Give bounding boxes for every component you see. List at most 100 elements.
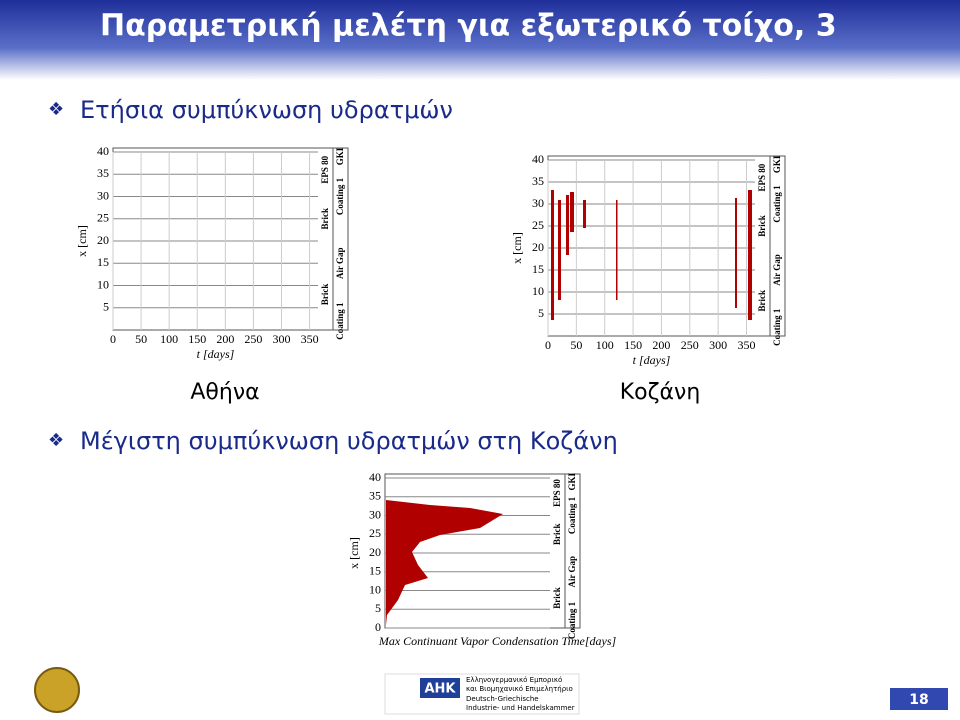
x-tick-label: 150 [188,332,206,346]
condensation-band [616,200,618,300]
y-tick-label: 5 [538,306,544,320]
y-tick-label: 35 [532,174,544,188]
layer-label: Coating 1 [772,308,782,346]
y-tick-label: 20 [532,240,544,254]
layer-label: EPS 80 [552,479,562,507]
y-tick-label: 5 [375,601,381,615]
x-tick-label: 300 [709,338,727,352]
layer-label: Coating 1 [772,185,782,223]
layer-label: Brick [552,587,562,609]
y-tick-label: 25 [532,218,544,232]
y-tick-label: 25 [97,211,109,225]
y-tick-label: 25 [369,526,381,540]
plot-frame [112,147,349,331]
y-tick-label: 40 [97,144,109,158]
x-tick-label: 0 [545,338,551,352]
layer-label: Air Gap [772,254,782,286]
layer-label: Coating 1 [335,302,345,340]
y-tick-label: 40 [532,152,544,166]
x-axis-label: t [days] [197,347,235,361]
x-axis-label: Max Continuant Vapor Condensation Time[d… [378,634,617,648]
x-tick-label: 200 [216,332,234,346]
y-tick-label: 15 [369,564,381,578]
page-number: 18 [909,692,928,708]
ahk-text: Ελληνογερμανικό Εμπορικό [466,676,562,684]
layer-label: Brick [320,208,330,230]
layer-label: GKI [567,473,577,491]
y-tick-label: 35 [369,489,381,503]
condensation-band [558,200,561,300]
layer-label: Coating 1 [567,601,577,639]
y-tick-label: 20 [369,545,381,559]
layer-label: GKI [335,147,345,165]
bullet: Ετήσια συμπύκνωση υδρατμών [80,96,453,124]
layer-label: Brick [552,524,562,546]
x-tick-label: 150 [624,338,642,352]
layer-label: Brick [757,290,767,312]
ahk-logo [384,673,580,715]
layer-label: GKI [772,155,782,173]
title: Παραμετρική μελέτη για εξωτερικό τοίχο, … [100,9,837,44]
x-tick-label: 200 [652,338,670,352]
condensation-band [566,195,569,255]
caption: Αθήνα [190,380,259,405]
y-axis-label: x [cm] [510,232,524,264]
caption: Κοζάνη [620,380,701,405]
y-tick-label: 20 [97,233,109,247]
page-box [890,688,948,710]
bullet-icon: ❖ [48,430,64,451]
plot-frame [547,155,786,337]
x-axis-label: t [days] [633,353,671,367]
layer-label: Air Gap [567,556,577,588]
x-tick-label: 100 [160,332,178,346]
y-tick-label: 30 [97,188,109,202]
x-tick-label: 250 [681,338,699,352]
x-tick-label: 350 [737,338,755,352]
header-bar [0,0,960,80]
condensation [386,190,752,625]
ahk-box [420,678,460,698]
y-tick-label: 30 [532,196,544,210]
y-tick-label: 10 [369,582,381,596]
ahk-text: και Βιομηχανικό Επιμελητήριο [466,685,573,693]
x-tick-label: 350 [301,332,319,346]
layer-label: Air Gap [335,247,345,279]
bullet: Μέγιστη συμπύκνωση υδρατμών στη Κοζάνη [80,427,618,455]
y-tick-label: 35 [97,166,109,180]
y-axis-label: x [cm] [75,225,89,257]
plot-frame [384,473,581,629]
layer-label: EPS 80 [757,163,767,191]
y-tick-label: 15 [532,262,544,276]
x-tick-label: 100 [596,338,614,352]
condensation-band [735,198,737,308]
condensation-area [386,500,503,625]
y-tick-label: 15 [97,255,109,269]
x-tick-label: 250 [244,332,262,346]
y-tick-label: 10 [532,284,544,298]
condensation-band [583,200,586,228]
x-tick-label: 50 [135,332,147,346]
layer-label: Coating 1 [335,177,345,215]
y-tick-label: 10 [97,277,109,291]
y-tick-label: 30 [369,507,381,521]
x-tick-label: 0 [110,332,116,346]
logo-seal [34,667,80,713]
condensation-band [748,190,752,320]
layer-label: Coating 1 [567,496,577,534]
ahk-text: Deutsch-Griechische [466,695,539,703]
y-tick-label: 5 [103,300,109,314]
condensation-band [551,190,554,320]
bullet-icon: ❖ [48,99,64,120]
layer-label: Brick [320,284,330,306]
x-tick-label: 300 [272,332,290,346]
layer-label: EPS 80 [320,155,330,183]
ahk-text: Industrie- und Handelskammer [466,704,575,712]
layer-label: Brick [757,215,767,237]
ahk-abbr: AHK [424,682,456,697]
x-tick-label: 50 [570,338,582,352]
y-tick-label: 0 [375,620,381,634]
condensation-band [570,192,574,232]
y-tick-label: 40 [369,470,381,484]
y-axis-label: x [cm] [347,537,361,569]
